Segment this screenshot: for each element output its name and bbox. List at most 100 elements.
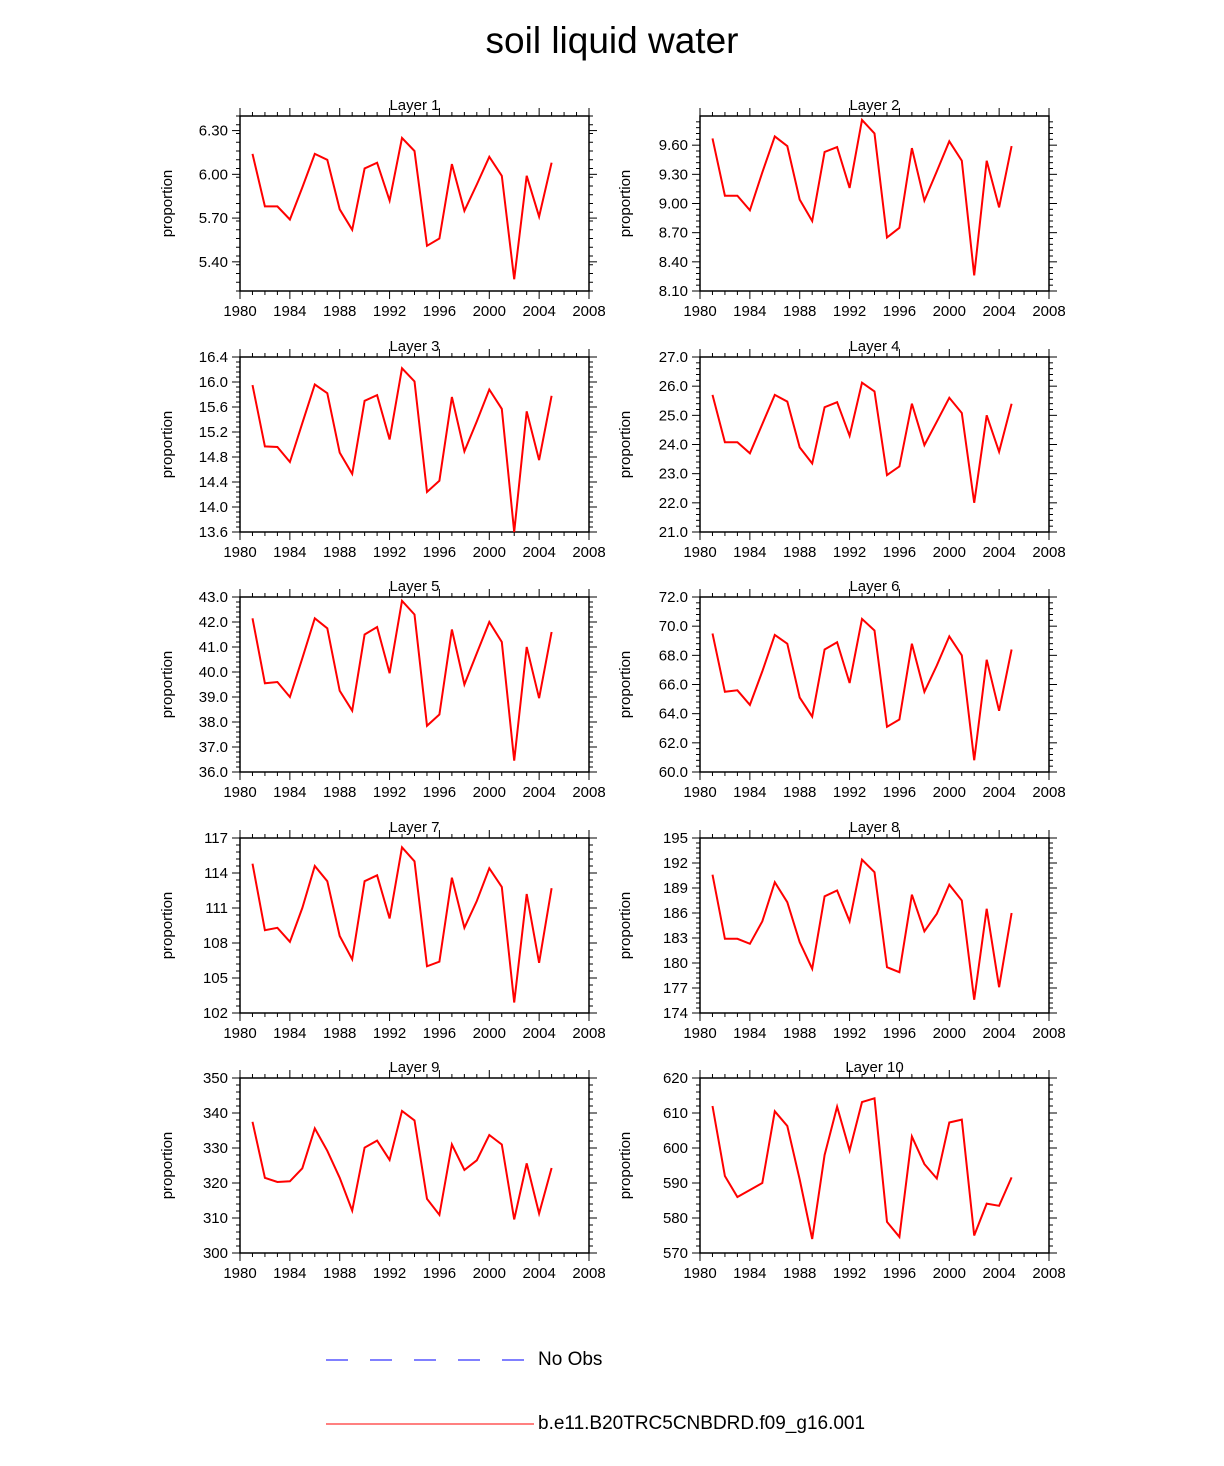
x-tick-label: 1984 [733,303,766,320]
y-tick-label: 102 [203,1005,228,1022]
chart-panel-5: Layer 5 1980 1984 1988 1992 1996 2000 2004 2008 3… [159,578,606,801]
y-tick-label: 6.00 [199,166,228,183]
x-tick-label: 1996 [883,1025,916,1042]
chart-panel-6: Layer 6 1980 1984 1988 1992 1996 2000 2004 2008 6… [617,578,1066,801]
y-tick-label: 580 [663,1210,688,1227]
y-tick-label: 38.0 [199,714,228,731]
y-tick-label: 117 [204,830,228,847]
x-tick-label: 1996 [423,544,456,561]
x-tick-label: 2008 [572,303,605,320]
y-tick-label: 43.0 [199,589,228,606]
x-tick-label: 1988 [323,1265,356,1282]
x-tick-label: 2000 [933,784,966,801]
y-tick-label: 9.30 [659,166,688,183]
legend-item-no-obs: No Obs [326,1345,946,1375]
panel-title: Layer 1 [389,97,439,114]
y-tick-label: 8.40 [659,254,688,271]
x-tick-label: 2008 [1032,1265,1065,1282]
x-tick-label: 2008 [572,784,605,801]
series-line [711,616,1013,761]
series-line [251,366,553,533]
y-tick-label: 40.0 [199,664,228,681]
x-tick-label: 2004 [522,303,555,320]
x-tick-label: 1996 [423,784,456,801]
y-tick-label: 66.0 [659,677,688,694]
y-tick-label: 180 [663,955,688,972]
x-tick-label: 1980 [223,303,256,320]
x-tick-label: 1996 [883,544,916,561]
y-tick-label: 15.6 [199,399,228,416]
y-tick-label: 13.6 [199,524,228,541]
panels-canvas: Layer 1 1980 1984 1988 1992 1996 2000 2004 2008 5… [159,97,1066,1282]
legend-item-model: b.e11.B20TRC5CNBDRD.f09_g16.001 [326,1409,946,1439]
x-tick-label: 1992 [833,784,866,801]
x-tick-label: 1984 [273,544,306,561]
x-tick-label: 2004 [522,1025,555,1042]
x-tick-label: 1988 [783,303,816,320]
x-tick-label: 2008 [1032,544,1065,561]
y-tick-label: 16.0 [199,374,228,391]
x-tick-label: 2008 [572,544,605,561]
x-tick-label: 2000 [473,544,506,561]
y-axis-label: proportion [617,892,634,960]
y-tick-label: 9.00 [659,196,688,213]
x-tick-label: 1980 [683,1025,716,1042]
y-tick-label: 36.0 [199,764,228,781]
x-tick-label: 2004 [982,303,1015,320]
x-tick-label: 1984 [273,1025,306,1042]
x-tick-label: 2008 [1032,1025,1065,1042]
x-tick-label: 1988 [323,544,356,561]
y-tick-label: 330 [203,1140,228,1157]
x-tick-label: 2000 [473,303,506,320]
series-line [711,1096,1013,1240]
plot-frame [699,596,1050,773]
x-tick-label: 1984 [733,544,766,561]
legend-swatch-dashed-blue [326,1359,524,1361]
x-tick-label: 1992 [373,784,406,801]
plot-frame [239,1077,590,1254]
y-tick-label: 620 [663,1070,688,1087]
x-tick-label: 1984 [273,303,306,320]
y-tick-label: 590 [663,1175,688,1192]
panel-title: Layer 5 [389,578,439,595]
panel-title: Layer 6 [849,578,899,595]
x-tick-label: 1992 [833,1265,866,1282]
x-tick-label: 1992 [373,303,406,320]
y-axis-label: proportion [159,1132,176,1200]
y-tick-label: 310 [203,1210,228,1227]
x-tick-label: 1984 [733,784,766,801]
y-tick-label: 9.60 [659,137,688,154]
x-tick-label: 2008 [1032,303,1065,320]
x-tick-label: 1996 [423,303,456,320]
y-tick-label: 70.0 [659,618,688,635]
series-line [251,1109,553,1220]
y-tick-label: 64.0 [659,706,688,723]
x-tick-label: 2004 [982,784,1015,801]
x-tick-label: 1992 [833,303,866,320]
y-tick-label: 174 [663,1005,688,1022]
y-tick-label: 68.0 [659,647,688,664]
y-tick-label: 14.4 [199,474,228,491]
y-tick-label: 23.0 [659,466,688,483]
y-tick-label: 183 [663,930,688,947]
y-tick-label: 16.4 [199,349,228,366]
y-axis-label: proportion [159,411,176,479]
x-tick-label: 1980 [223,1265,256,1282]
plot-frame [239,115,590,292]
x-tick-label: 1980 [223,784,256,801]
y-tick-label: 37.0 [199,739,228,756]
x-tick-label: 2008 [572,1025,605,1042]
x-tick-label: 2000 [933,1265,966,1282]
chart-panel-10: Layer 10 1980 1984 1988 1992 1996 2000 2004 2008… [617,1059,1066,1282]
y-tick-label: 320 [203,1175,228,1192]
panel-title: Layer 2 [849,97,899,114]
y-tick-label: 25.0 [659,407,688,424]
series-line [711,381,1013,503]
x-tick-label: 1996 [423,1265,456,1282]
y-tick-label: 24.0 [659,437,688,454]
y-tick-label: 177 [663,980,688,997]
y-tick-label: 5.40 [199,254,228,271]
y-tick-label: 72.0 [659,589,688,606]
y-tick-label: 350 [203,1070,228,1087]
y-axis-label: proportion [617,411,634,479]
